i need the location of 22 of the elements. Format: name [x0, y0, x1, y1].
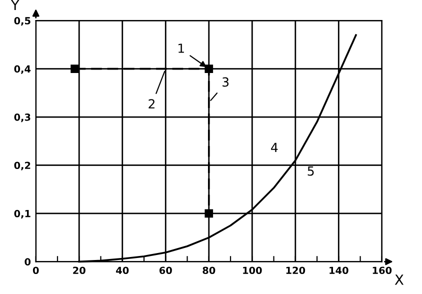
annotation: 2	[148, 99, 154, 108]
y-tick-label: 0,3	[14, 113, 30, 122]
x-axis-title: X	[394, 274, 404, 285]
y-tick-label: 0,1	[14, 210, 30, 219]
y-tick-label: 0,2	[14, 162, 30, 170]
x-tick-label: 80	[202, 266, 216, 274]
annotation: 1	[178, 44, 184, 53]
x-tick-label: 40	[116, 266, 129, 274]
x-tick-label: 0	[32, 266, 39, 274]
y-axis-title: Y	[10, 0, 20, 10]
y-tick-label: 0,4	[14, 65, 31, 74]
annotation: 5	[308, 166, 314, 176]
y-tick-label: 0,5	[14, 17, 30, 26]
y-tick-label: 0	[24, 258, 31, 266]
x-tick-label: 20	[73, 266, 86, 274]
annotation: 4	[271, 142, 278, 152]
x-tick-label: 60	[159, 266, 172, 274]
x-tick-label: 120	[286, 266, 306, 274]
x-tick-label: 140	[330, 266, 348, 274]
annotation: 3	[222, 77, 229, 87]
x-tick-label: 160	[372, 266, 392, 274]
x-tick-label: 100	[243, 266, 262, 274]
